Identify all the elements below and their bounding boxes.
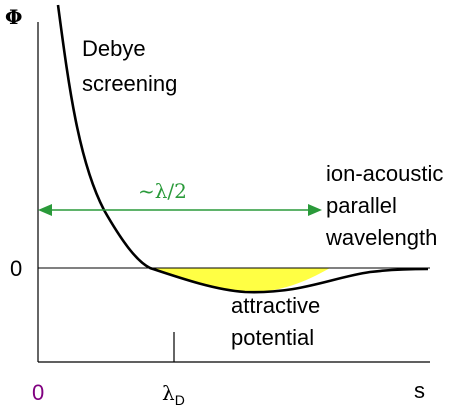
attractive-label-line2: potential bbox=[231, 325, 314, 350]
lambda-d-label: λD bbox=[162, 381, 185, 407]
attractive-potential-fill bbox=[150, 268, 330, 293]
half-wavelength-label: ~λ/2 bbox=[138, 179, 187, 203]
x-origin-label: 0 bbox=[32, 380, 44, 405]
y-zero-label: 0 bbox=[10, 256, 22, 281]
debye-label-line2: screening bbox=[82, 71, 177, 96]
potential-curve bbox=[56, 4, 429, 294]
lambda-subscript: D bbox=[175, 392, 185, 407]
ion-label-line2: parallel bbox=[326, 193, 397, 218]
y-axis-label: Φ bbox=[5, 5, 22, 29]
arrowhead-right bbox=[308, 204, 322, 216]
arrowhead-left bbox=[38, 204, 52, 216]
x-axis-label: s bbox=[414, 378, 425, 403]
debye-label-line1: Debye bbox=[82, 36, 146, 61]
ion-label-line3: wavelength bbox=[325, 225, 437, 250]
lambda-symbol: λ bbox=[162, 381, 175, 405]
attractive-label-line1: attractive bbox=[231, 293, 320, 318]
ion-label-line1: ion-acoustic bbox=[326, 161, 443, 186]
